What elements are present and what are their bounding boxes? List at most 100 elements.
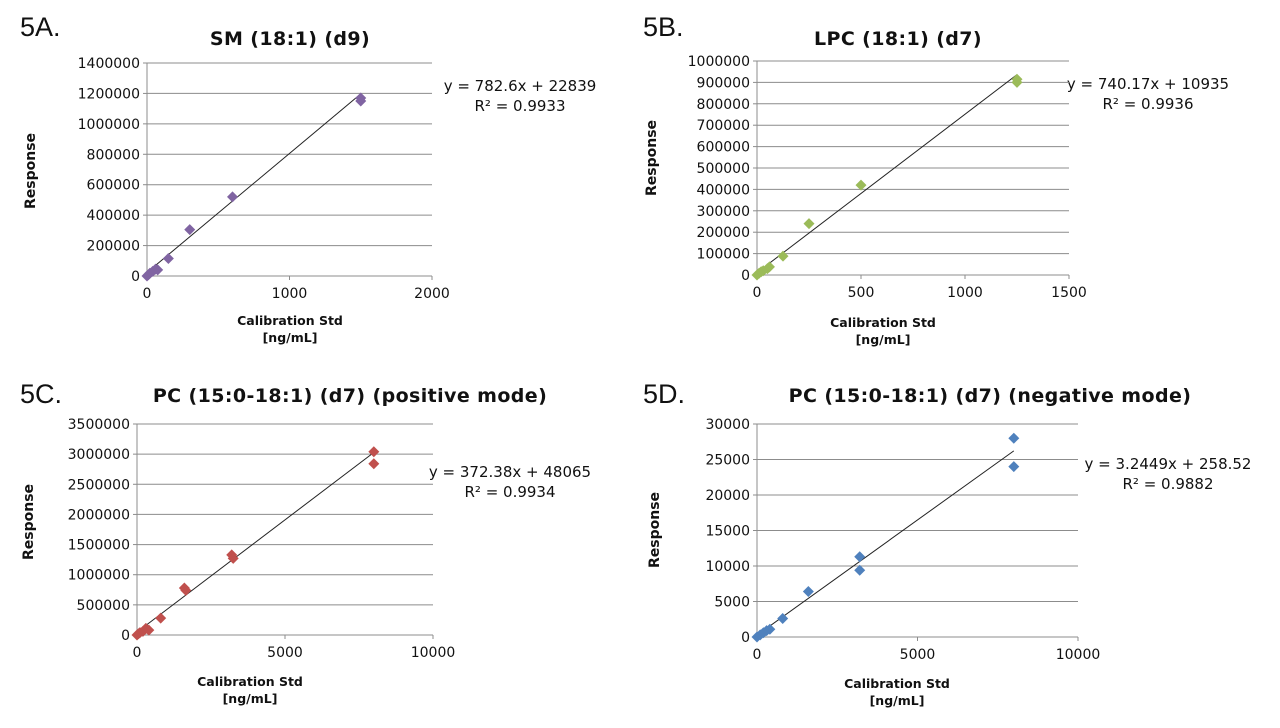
y-tick-label: 30000 <box>705 417 750 433</box>
y-tick-label: 800000 <box>697 97 750 113</box>
y-tick-label: 3500000 <box>68 417 130 433</box>
trendline <box>756 74 1018 274</box>
y-tick-label: 900000 <box>697 75 750 91</box>
data-point <box>1008 461 1020 473</box>
x-tick-label: 500 <box>848 285 875 301</box>
data-point <box>143 624 155 636</box>
panel-5b: 5B. LPC (18:1) (d7) Response Calibration… <box>643 12 1229 347</box>
y-tick-label: 15000 <box>705 524 750 540</box>
trendline <box>756 450 1015 636</box>
data-point <box>802 586 814 598</box>
y-tick-label: 20000 <box>705 488 750 504</box>
x-axis-label-line1: Calibration Std <box>844 676 950 691</box>
y-tick-label: 3000000 <box>68 447 130 463</box>
chart-title: LPC (18:1) (d7) <box>814 28 982 50</box>
r-squared: R² = 0.9882 <box>1122 475 1213 493</box>
trendline-equation: y = 372.38x + 48065 <box>429 463 591 481</box>
x-tick-label: 10000 <box>1056 647 1101 663</box>
x-tick-label: 0 <box>753 285 762 301</box>
data-point <box>368 446 380 458</box>
y-tick-label: 1200000 <box>78 86 140 102</box>
plot-area: 0 100000 200000 300000 400000 500000 600000 700… <box>688 54 1087 301</box>
x-axis-label-line2: [ng/mL] <box>263 330 318 345</box>
y-tick-label: 2500000 <box>68 477 130 493</box>
data-point <box>1008 432 1020 444</box>
y-tick-label: 25000 <box>705 453 750 469</box>
y-tick-label: 1000000 <box>68 568 130 584</box>
x-tick-label: 0 <box>143 286 152 302</box>
y-tick-label: 1000000 <box>688 54 750 70</box>
data-point <box>763 261 775 273</box>
y-tick-label: 2000000 <box>68 507 130 523</box>
plot-area: 0 200000 400000 600000 800000 1000000 1200000 1… <box>78 56 450 302</box>
panel-label: 5B. <box>643 12 684 42</box>
data-point <box>184 224 196 236</box>
x-axis-label-line2: [ng/mL] <box>223 691 278 706</box>
data-point <box>1011 76 1023 88</box>
y-tick-label: 700000 <box>697 118 750 134</box>
r-squared: R² = 0.9933 <box>474 97 565 115</box>
data-point <box>854 564 866 576</box>
data-point <box>803 218 815 230</box>
y-tick-label: 500000 <box>77 598 130 614</box>
x-tick-label: 5000 <box>267 645 303 661</box>
x-axis-label-line1: Calibration Std <box>237 313 343 328</box>
x-axis-label-line1: Calibration Std <box>197 674 303 689</box>
y-tick-label: 400000 <box>87 208 140 224</box>
x-tick-label: 1000 <box>947 285 983 301</box>
y-tick-label: 0 <box>741 268 750 284</box>
data-point <box>854 551 866 563</box>
panel-5d: 5D. PC (15:0-18:1) (d7) (negative mode) … <box>643 379 1251 708</box>
y-tick-label: 0 <box>131 269 140 285</box>
x-tick-label: 2000 <box>414 286 450 302</box>
y-tick-label: 1500000 <box>68 538 130 554</box>
data-point <box>355 95 367 107</box>
y-tick-label: 600000 <box>87 178 140 194</box>
y-tick-label: 1000000 <box>78 117 140 133</box>
panel-label: 5D. <box>643 379 685 409</box>
trendline-equation: y = 782.6x + 22839 <box>444 77 597 95</box>
trendline-equation: y = 3.2449x + 258.52 <box>1085 455 1252 473</box>
y-axis-label: Response <box>644 120 660 196</box>
x-axis-label-line2: [ng/mL] <box>856 332 911 347</box>
y-tick-label: 1400000 <box>78 56 140 72</box>
y-tick-label: 10000 <box>705 559 750 575</box>
y-tick-label: 200000 <box>87 239 140 255</box>
y-tick-label: 100000 <box>697 247 750 263</box>
chart-title: PC (15:0-18:1) (d7) (positive mode) <box>153 385 547 407</box>
panel-5a: 5A. SM (18:1) (d9) Response Calibration … <box>20 12 596 345</box>
trendline-equation: y = 740.17x + 10935 <box>1067 75 1229 93</box>
data-point <box>764 623 776 635</box>
x-tick-label: 1500 <box>1051 285 1087 301</box>
data-point <box>162 253 174 265</box>
y-tick-label: 400000 <box>697 182 750 198</box>
panel-label: 5A. <box>20 12 61 42</box>
x-axis-label-line2: [ng/mL] <box>870 693 925 708</box>
y-tick-label: 0 <box>121 628 130 644</box>
data-point <box>777 250 789 262</box>
trendline <box>146 93 362 273</box>
y-tick-label: 800000 <box>87 147 140 163</box>
chart-title: SM (18:1) (d9) <box>210 28 370 50</box>
y-tick-label: 600000 <box>697 140 750 156</box>
y-axis-label: Response <box>647 492 663 568</box>
r-squared: R² = 0.9936 <box>1102 95 1193 113</box>
y-axis-label: Response <box>21 484 37 560</box>
y-tick-label: 5000 <box>714 595 750 611</box>
trendline <box>136 452 375 633</box>
plot-area: 0 5000 10000 15000 20000 25000 30000 0 5000 10000 <box>705 417 1100 663</box>
data-point <box>227 552 239 564</box>
r-squared: R² = 0.9934 <box>464 483 555 501</box>
data-point <box>777 613 789 625</box>
x-tick-label: 1000 <box>272 286 308 302</box>
y-axis-label: Response <box>23 133 39 209</box>
data-point <box>227 191 238 203</box>
y-tick-label: 300000 <box>697 204 750 220</box>
data-point <box>855 179 867 191</box>
data-point <box>152 264 164 276</box>
x-tick-label: 5000 <box>900 647 936 663</box>
data-point <box>180 584 192 596</box>
y-tick-label: 0 <box>741 630 750 646</box>
